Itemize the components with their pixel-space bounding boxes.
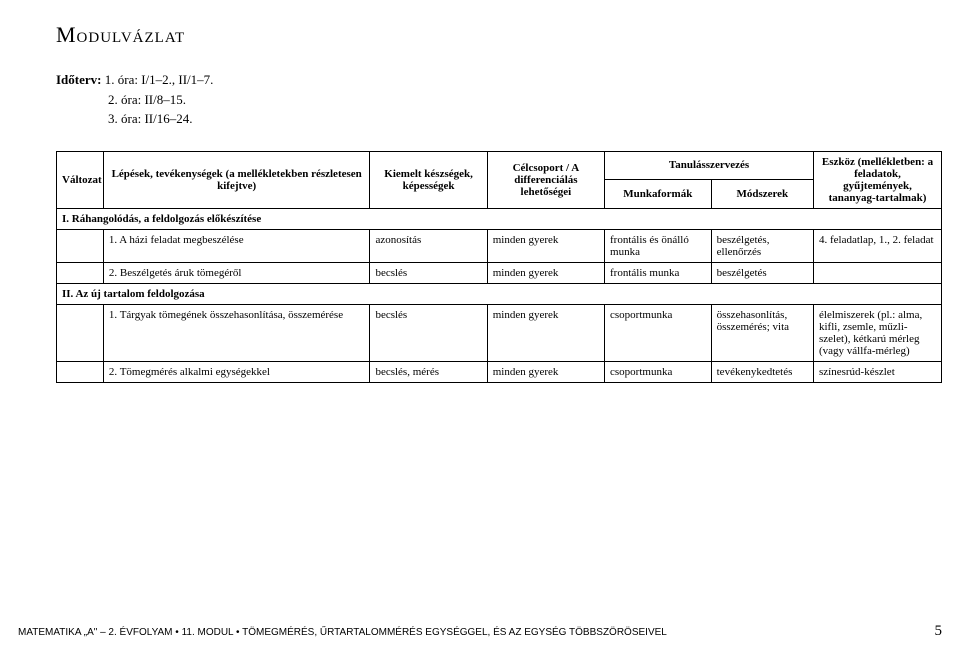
cell-tool: 4. feladatlap, 1., 2. feladat	[814, 229, 942, 262]
th-variant: Változat	[57, 151, 104, 208]
time-plan-label: Időterv:	[56, 72, 102, 87]
page-number: 5	[935, 623, 943, 640]
cell-tool: színesrúd-készlet	[814, 361, 942, 382]
table-row: 1. A házi feladat megbeszéléseazonosítás…	[57, 229, 942, 262]
time-plan-line-1: 1. óra: I/1–2., II/1–7.	[105, 72, 214, 87]
cell-form: csoportmunka	[605, 361, 712, 382]
cell-skill: becslés	[370, 262, 487, 283]
cell-method: beszélgetés	[711, 262, 813, 283]
cell-method: összehasonlítás, összemérés; vita	[711, 304, 813, 361]
cell-variant	[57, 262, 104, 283]
section-heading: I. Ráhangolódás, a feldolgozás előkészít…	[57, 208, 942, 229]
cell-variant	[57, 304, 104, 361]
cell-method: tevékenykedtetés	[711, 361, 813, 382]
th-methods: Módszerek	[711, 180, 813, 209]
cell-skill: azonosítás	[370, 229, 487, 262]
table-header-row: Változat Lépések, tevékenységek (a mellé…	[57, 151, 942, 180]
cell-target: minden gyerek	[487, 361, 604, 382]
cell-target: minden gyerek	[487, 229, 604, 262]
section-heading-row: I. Ráhangolódás, a feldolgozás előkészít…	[57, 208, 942, 229]
th-forms: Munkaformák	[605, 180, 712, 209]
table-body: I. Ráhangolódás, a feldolgozás előkészít…	[57, 208, 942, 382]
cell-target: minden gyerek	[487, 304, 604, 361]
th-skills: Kiemelt készségek, képességek	[370, 151, 487, 208]
time-plan-line-3: 3. óra: II/16–24.	[56, 109, 192, 129]
table-row: 2. Tömegmérés alkalmi egységekkelbecslés…	[57, 361, 942, 382]
cell-form: frontális és önálló munka	[605, 229, 712, 262]
page-footer: MATEMATIKA „A" – 2. ÉVFOLYAM • 11. MODUL…	[18, 623, 942, 640]
cell-skill: becslés	[370, 304, 487, 361]
cell-step: 1. Tárgyak tömegének összehasonlítása, ö…	[103, 304, 370, 361]
th-org: Tanulásszervezés	[605, 151, 814, 180]
cell-variant	[57, 361, 104, 382]
cell-variant	[57, 229, 104, 262]
footer-text: MATEMATIKA „A" – 2. ÉVFOLYAM • 11. MODUL…	[18, 627, 667, 638]
cell-form: frontális munka	[605, 262, 712, 283]
cell-step: 1. A házi feladat megbeszélése	[103, 229, 370, 262]
cell-step: 2. Beszélgetés áruk tömegéről	[103, 262, 370, 283]
cell-tool: élelmiszerek (pl.: alma, kifli, zsemle, …	[814, 304, 942, 361]
cell-method: beszélgetés, ellenőrzés	[711, 229, 813, 262]
table-row: 2. Beszélgetés áruk tömegérőlbecslésmind…	[57, 262, 942, 283]
page-title: Modulvázlat	[56, 22, 942, 48]
cell-skill: becslés, mérés	[370, 361, 487, 382]
module-table: Változat Lépések, tevékenységek (a mellé…	[56, 151, 942, 383]
cell-target: minden gyerek	[487, 262, 604, 283]
cell-form: csoportmunka	[605, 304, 712, 361]
cell-tool	[814, 262, 942, 283]
table-row: 1. Tárgyak tömegének összehasonlítása, ö…	[57, 304, 942, 361]
th-tools: Eszköz (mellékletben: a feladatok, gyűjt…	[814, 151, 942, 208]
th-target: Célcsoport / A differenciálás lehetősége…	[487, 151, 604, 208]
section-heading-row: II. Az új tartalom feldolgozása	[57, 283, 942, 304]
time-plan-line-2: 2. óra: II/8–15.	[56, 90, 186, 110]
time-plan: Időterv: 1. óra: I/1–2., II/1–7. 2. óra:…	[56, 70, 942, 129]
section-heading: II. Az új tartalom feldolgozása	[57, 283, 942, 304]
th-steps: Lépések, tevékenységek (a mellékletekben…	[103, 151, 370, 208]
cell-step: 2. Tömegmérés alkalmi egységekkel	[103, 361, 370, 382]
